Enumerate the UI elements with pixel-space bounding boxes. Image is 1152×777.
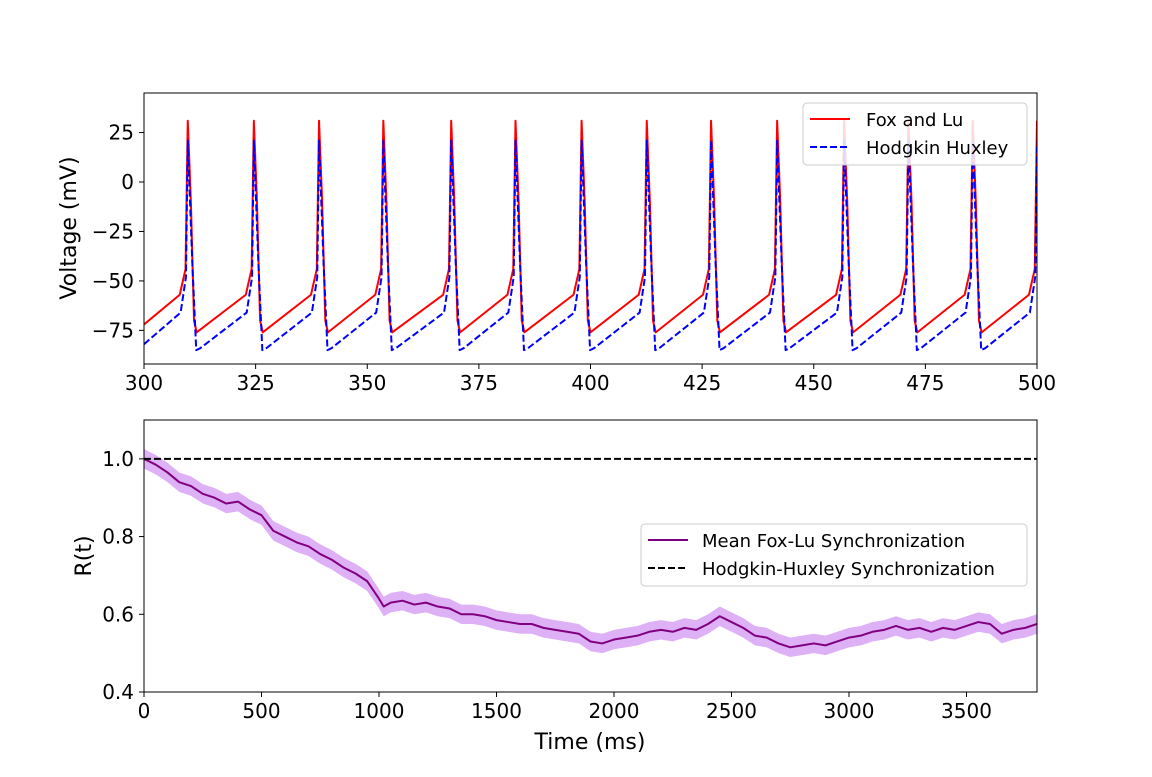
sync-x-tick-label: 1500 xyxy=(471,699,522,723)
voltage-x-tick-label: 425 xyxy=(683,371,721,395)
voltage-chart: 300 325 350 375 400 425 450 475 500 −75 −50 −25 0 25… xyxy=(57,92,1056,395)
series-line-hodgkin-huxley xyxy=(144,139,1037,352)
voltage-x-tick-label: 350 xyxy=(348,371,386,395)
sync-legend: Mean Fox-Lu Synchronization Hodgkin-Huxl… xyxy=(640,523,1028,587)
sync-plot-frame xyxy=(143,419,1038,693)
voltage-x-tick-label: 300 xyxy=(125,371,163,395)
sync-y-tick-label: 1.0 xyxy=(102,447,134,471)
voltage-x-tick-label: 325 xyxy=(237,371,275,395)
synchronization-chart: 0 500 1000 1500 2000 2500 3000 3500 0.4 0.6 0.8 1.… xyxy=(72,419,1038,755)
legend-label-hh-sync: Hodgkin-Huxley Synchronization xyxy=(702,559,995,580)
sync-x-tick-label: 3500 xyxy=(941,699,992,723)
sync-y-tick-label: 0.8 xyxy=(102,525,134,549)
legend-label-mean-fox-lu: Mean Fox-Lu Synchronization xyxy=(702,531,965,552)
sync-x-tick-label: 0 xyxy=(138,699,151,723)
voltage-legend: Fox and Lu Hodgkin Huxley xyxy=(802,102,1028,166)
voltage-y-tick-label: −25 xyxy=(92,219,134,243)
voltage-x-tick-label: 375 xyxy=(460,371,498,395)
sync-x-axis-label: Time (ms) xyxy=(534,730,646,755)
legend-label-fox-lu: Fox and Lu xyxy=(866,110,963,131)
voltage-y-tick-label: −75 xyxy=(92,318,134,342)
series-band-mean-fox-lu-synchronization xyxy=(144,449,1037,658)
voltage-y-axis-label: Voltage (mV) xyxy=(57,156,82,299)
sync-x-tick-label: 1000 xyxy=(354,699,405,723)
voltage-x-tick-label: 500 xyxy=(1018,371,1056,395)
series-line-mean-fox-lu-synchronization xyxy=(144,457,1037,649)
voltage-y-tick-label: −50 xyxy=(92,269,134,293)
sync-x-tick-label: 3000 xyxy=(824,699,875,723)
sync-x-tick-label: 500 xyxy=(242,699,280,723)
sync-y-axis-label: R(t) xyxy=(72,535,97,576)
voltage-x-tick-label: 450 xyxy=(795,371,833,395)
voltage-y-tick-label: 25 xyxy=(109,121,134,145)
voltage-x-tick-label: 475 xyxy=(906,371,944,395)
legend-label-hodgkin-huxley: Hodgkin Huxley xyxy=(866,138,1009,159)
sync-x-tick-label: 2500 xyxy=(706,699,757,723)
sync-y-tick-label: 0.6 xyxy=(102,602,134,626)
voltage-x-tick-label: 400 xyxy=(571,371,609,395)
sync-y-tick-label: 0.4 xyxy=(102,680,134,704)
sync-x-tick-label: 2000 xyxy=(589,699,640,723)
voltage-y-tick-label: 0 xyxy=(121,170,134,194)
